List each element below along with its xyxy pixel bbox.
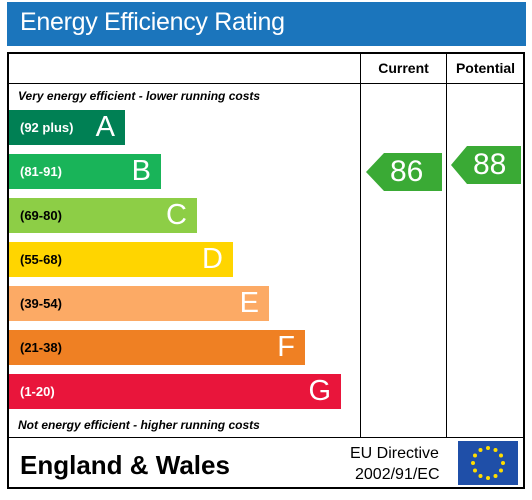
band-f: (21-38) F: [9, 330, 305, 365]
band-c: (69-80) C: [9, 198, 197, 233]
potential-rating-arrow: 88: [451, 146, 521, 184]
directive-line-1: EU Directive: [350, 445, 439, 462]
band-a-range: (92 plus): [20, 120, 74, 135]
band-g-letter: G: [308, 375, 331, 407]
current-arrow-shape: [366, 153, 442, 191]
band-c-letter: C: [166, 199, 187, 231]
directive-line-2: 2002/91/EC: [355, 466, 440, 483]
potential-column-divider: [446, 54, 447, 437]
band-d: (55-68) D: [9, 242, 233, 277]
potential-arrow-shape: [451, 146, 521, 184]
current-rating-value: 86: [390, 155, 424, 188]
region-label: England & Wales: [20, 450, 230, 480]
potential-column-header: Potential: [455, 60, 516, 76]
band-e: (39-54) E: [9, 286, 269, 321]
top-note: Very energy efficient - lower running co…: [18, 89, 261, 103]
band-e-range: (39-54): [20, 296, 62, 311]
band-b: (81-91) B: [9, 154, 161, 189]
band-b-range: (81-91): [20, 164, 62, 179]
band-c-range: (69-80): [20, 208, 62, 223]
band-b-letter: B: [131, 155, 151, 187]
potential-rating-value: 88: [473, 148, 507, 181]
header-divider: [9, 83, 524, 84]
current-column-divider: [360, 54, 361, 437]
current-column-header: Current: [378, 60, 429, 76]
band-f-range: (21-38): [20, 340, 62, 355]
band-g: (1-20) G: [9, 374, 341, 409]
band-a-letter: A: [95, 111, 115, 143]
eu-flag-icon: [458, 441, 518, 485]
footer-divider: [9, 437, 524, 438]
current-rating-arrow: 86: [366, 153, 442, 191]
page-title: Energy Efficiency Rating: [20, 8, 285, 36]
band-f-letter: F: [277, 331, 295, 363]
band-g-range: (1-20): [20, 384, 55, 399]
rating-frame: [7, 52, 525, 489]
band-e-letter: E: [239, 287, 259, 319]
bottom-note: Not energy efficient - higher running co…: [18, 418, 260, 432]
band-a: (92 plus) A: [9, 110, 125, 145]
band-d-letter: D: [202, 243, 223, 275]
band-d-range: (55-68): [20, 252, 62, 267]
title-bar: Energy Efficiency Rating: [7, 2, 526, 46]
